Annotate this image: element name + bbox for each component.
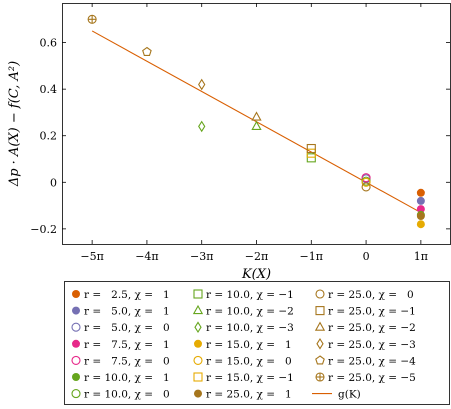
y-tick-label: 0.6: [40, 37, 58, 50]
legend-label: r = 10.0, χ = 1: [84, 372, 170, 384]
legend-label: r = 15.0, χ = 1: [206, 339, 292, 351]
legend-marker: [71, 355, 81, 365]
legend-label: r = 25.0, χ = 1: [206, 389, 292, 401]
data-point: [416, 220, 425, 229]
legend: r = 2.5, χ = 1 r = 5.0, χ = 1 r = 5.0, χ =…: [64, 281, 450, 405]
legend-label: r = 5.0, χ = 0: [84, 322, 170, 334]
legend-label: r = 15.0, χ = 0: [206, 355, 292, 367]
data-point: [361, 177, 371, 187]
x-tick-label: −1π: [300, 250, 323, 263]
data-point: [306, 148, 316, 158]
legend-marker: [316, 337, 324, 350]
data-point: [198, 78, 206, 91]
data-point: [306, 153, 316, 163]
legend-label: r = 25.0, χ = −5: [328, 372, 416, 384]
legend-marker: [315, 306, 325, 316]
legend-marker: [192, 304, 204, 315]
y-axis-label: Δp · A(X) − f(C, A²): [7, 61, 22, 187]
legend-label: r = 25.0, χ = 0: [328, 289, 414, 301]
data-point: [251, 120, 262, 130]
x-tick-label: −3π: [190, 250, 213, 263]
legend-label: r = 15.0, χ = −1: [206, 372, 294, 384]
y-tick-label: 0.4: [40, 83, 58, 96]
x-axis-ticks: −5π −4π −3π −2π −1π 0 1π: [80, 3, 428, 263]
legend-label: r = 25.0, χ = −1: [328, 306, 416, 318]
data-point: [416, 205, 425, 214]
legend-marker: [315, 355, 325, 365]
legend-box: [64, 281, 450, 405]
x-tick-label: 0: [363, 250, 370, 263]
data-point: [306, 143, 316, 154]
y-tick-label: −0.2: [30, 223, 57, 236]
data-point: [416, 188, 425, 197]
legend-marker: [72, 373, 80, 381]
legend-marker: [193, 372, 203, 382]
x-tick-label: 1π: [414, 250, 428, 263]
legend-label: g(K): [338, 389, 361, 401]
legend-marker: [194, 321, 202, 334]
data-point: [142, 46, 152, 57]
legend-marker: [315, 372, 325, 382]
legend-marker: [72, 290, 80, 298]
legend-marker: [72, 339, 80, 348]
data-point: [416, 196, 425, 205]
legend-label: r = 7.5, χ = 1: [84, 339, 170, 351]
legend-marker: [194, 339, 202, 348]
x-tick-label: −2π: [245, 250, 268, 263]
legend-label: r = 7.5, χ = 0: [84, 355, 170, 367]
legend-marker: [72, 306, 80, 315]
data-point: [251, 111, 262, 121]
legend-label: r = 5.0, χ = 1: [84, 306, 170, 318]
legend-label: r = 10.0, χ = −1: [206, 289, 294, 301]
legend-label: r = 2.5, χ = 1: [84, 289, 170, 301]
legend-marker: [71, 322, 81, 332]
legend-label: r = 10.0, χ = 0: [84, 389, 170, 401]
data-point: [416, 212, 425, 221]
legend-marker: [193, 289, 203, 299]
legend-marker: [315, 289, 325, 299]
y-axis-ticks: −0.2 0 0.2 0.4 0.6: [30, 37, 450, 236]
y-tick-label: 0: [50, 176, 57, 189]
legend-label: r = 10.0, χ = −3: [206, 322, 294, 334]
legend-label: r = 25.0, χ = −2: [328, 322, 416, 334]
data-point: [361, 173, 371, 183]
legend-marker: [193, 355, 203, 365]
data-point: [198, 120, 206, 133]
legend-marker: [71, 389, 81, 399]
data-point: [361, 182, 371, 192]
x-tick-label: −4π: [135, 250, 158, 263]
x-axis-label: K(X): [241, 267, 271, 282]
data-markers: [87, 14, 425, 229]
plot-area: [62, 3, 451, 245]
y-tick-label: 0.2: [40, 130, 58, 143]
legend-label: r = 25.0, χ = −4: [328, 355, 416, 367]
legend-marker: [194, 389, 202, 398]
legend-marker: [314, 321, 326, 331]
data-point: [87, 14, 97, 24]
x-tick-label: −5π: [80, 250, 103, 263]
plot-frame: [62, 3, 451, 245]
legend-label: r = 25.0, χ = −3: [328, 339, 416, 351]
legend-label: r = 10.0, χ = −2: [206, 306, 294, 318]
